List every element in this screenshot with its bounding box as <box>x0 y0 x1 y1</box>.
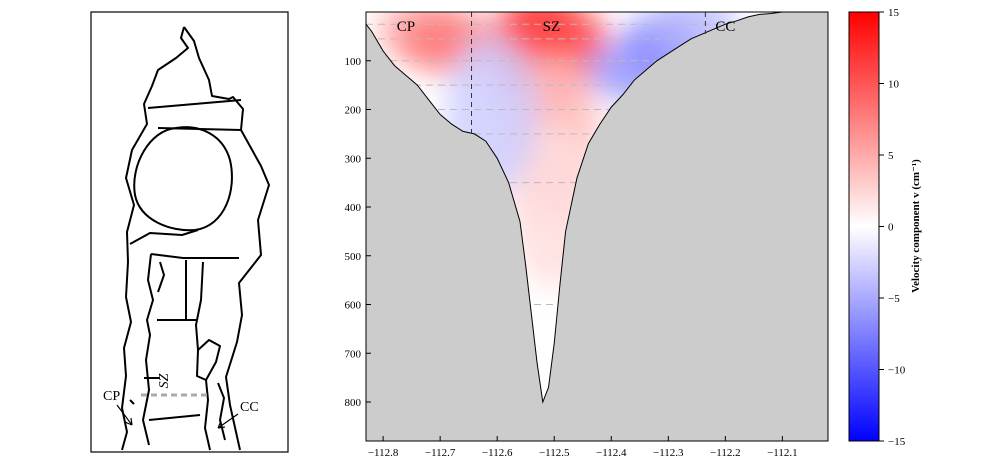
colorbar: 15 10 5 0 −5 −10 −15 Velocity component v (cm⁻… <box>848 7 922 448</box>
colorbar-tick-label: 5 <box>888 150 894 162</box>
zone-labels: CP SZ CC <box>397 19 736 35</box>
map-label-zone: SZ <box>157 373 172 388</box>
x-tick-label: −112.5 <box>539 447 570 459</box>
y-tick-label: 200 <box>345 105 362 117</box>
map-panel: SZ CP CC <box>90 11 289 453</box>
x-tick-label: −112.6 <box>482 447 513 459</box>
y-tick-label: 800 <box>345 397 362 409</box>
x-tick-label: −112.1 <box>767 447 798 459</box>
y-tick-label: 300 <box>345 153 362 165</box>
y-tick-label: 100 <box>345 56 362 68</box>
colorbar-tick-label: −10 <box>888 365 906 377</box>
y-tick-label: 700 <box>345 348 362 360</box>
y-axis: 100 200 300 400 500 600 700 800 <box>345 56 371 409</box>
zone-label-sz: SZ <box>543 19 561 35</box>
x-tick-label: −112.3 <box>653 447 684 459</box>
y-tick-label: 400 <box>345 202 362 214</box>
zone-label-cp: CP <box>397 19 415 35</box>
map-label-right: CC <box>240 400 259 415</box>
plot-frame <box>365 11 829 442</box>
colorbar-tick-label: 15 <box>888 7 900 19</box>
colorbar-ticks: 15 10 5 0 −5 −10 −15 <box>879 7 906 448</box>
x-tick-label: −112.8 <box>368 447 399 459</box>
y-tick-label: 600 <box>345 300 362 312</box>
velocity-field <box>377 12 738 287</box>
colorbar-tick-label: −5 <box>888 293 900 305</box>
colorbar-tick-label: −15 <box>888 436 906 448</box>
x-tick-label: −112.2 <box>710 447 741 459</box>
map-arrow-left-icon <box>116 404 133 426</box>
map-arrow-right-icon <box>217 413 239 429</box>
map-outline <box>121 26 270 451</box>
bathymetry-land <box>366 12 828 441</box>
zone-boundaries <box>471 12 706 134</box>
map-label-left: CP <box>103 389 120 404</box>
x-tick-label: −112.4 <box>596 447 627 459</box>
colorbar-label: Velocity component v (cm⁻¹) <box>910 159 922 293</box>
colorbar-tick-label: 0 <box>888 222 894 234</box>
colorbar-gradient <box>848 11 880 442</box>
zone-label-cc: CC <box>715 19 735 35</box>
x-axis: −112.8 −112.7 −112.6 −112.5 −112.4 −112.3 −112… <box>368 436 798 459</box>
y-tick-label: 500 <box>345 251 362 263</box>
colorbar-tick-label: 10 <box>888 79 900 91</box>
x-tick-label: −112.7 <box>425 447 456 459</box>
